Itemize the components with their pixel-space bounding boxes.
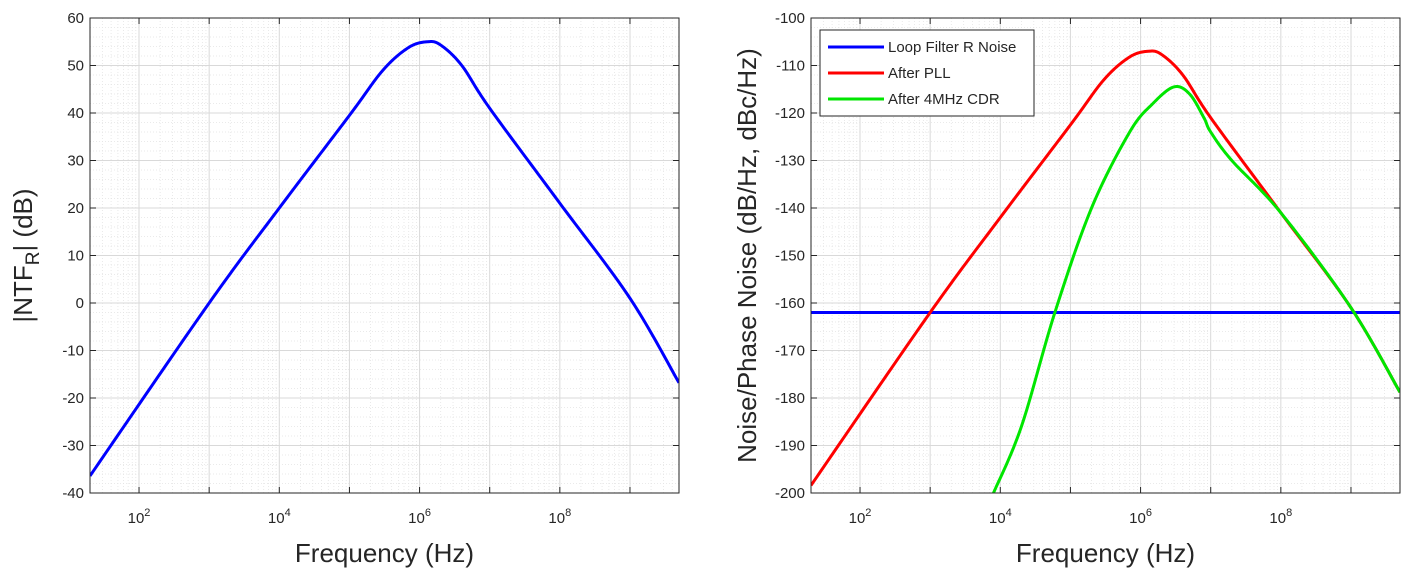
y-tick-label: -140 bbox=[775, 200, 805, 217]
y-tick-label: -40 bbox=[62, 485, 84, 502]
y-tick-labels: -40 -30 -20 -10 0 10 20 30 40 50 60 bbox=[62, 10, 84, 502]
x-tick-label-exponent: 8 bbox=[565, 507, 571, 519]
y-tick-label: 50 bbox=[67, 58, 84, 75]
y-tick-label: 20 bbox=[67, 200, 84, 217]
x-tick-label: 102 bbox=[128, 507, 151, 527]
y-tick-label: -190 bbox=[775, 438, 805, 455]
y-tick-label: 10 bbox=[67, 248, 84, 265]
x-tick-labels: 102 104 106 108 bbox=[128, 507, 572, 527]
x-tick-label-exponent: 4 bbox=[285, 507, 291, 519]
x-tick-label-base: 10 bbox=[548, 510, 565, 527]
x-tick-label-exponent: 4 bbox=[1006, 507, 1012, 519]
x-tick-label-exponent: 6 bbox=[425, 507, 431, 519]
y-axis-label: |NTFR| (dB) bbox=[8, 188, 44, 322]
x-tick-label-base: 10 bbox=[849, 510, 866, 527]
x-axis-label: Frequency (Hz) bbox=[1016, 538, 1195, 568]
y-tick-label: -20 bbox=[62, 390, 84, 407]
grid bbox=[90, 17, 679, 494]
x-tick-label: 106 bbox=[1129, 507, 1152, 527]
x-tick-label-exponent: 2 bbox=[144, 507, 150, 519]
y-axis-label-subscript: R bbox=[23, 252, 44, 266]
x-tick-label: 102 bbox=[849, 507, 872, 527]
noise-chart: 102 104 106 108 -200-190-180-170-160-150-14… bbox=[732, 10, 1401, 568]
y-axis-label-tail: | (dB) bbox=[8, 188, 38, 251]
legend-label-after-pll: After PLL bbox=[888, 65, 951, 82]
y-tick-label: -200 bbox=[775, 485, 805, 502]
y-tick-label: -100 bbox=[775, 10, 805, 27]
series-line-0 bbox=[90, 40, 679, 477]
x-axis-label: Frequency (Hz) bbox=[295, 538, 474, 568]
legend-label-after-cdr: After 4MHz CDR bbox=[888, 91, 1000, 108]
y-tick-label: -150 bbox=[775, 248, 805, 265]
y-tick-label: -160 bbox=[775, 295, 805, 312]
x-tick-label: 106 bbox=[408, 507, 431, 527]
x-tick-label-base: 10 bbox=[268, 510, 285, 527]
series-lines bbox=[811, 49, 1400, 493]
x-tick-label-base: 10 bbox=[1129, 510, 1146, 527]
series-lines bbox=[90, 40, 679, 477]
x-tick-label-exponent: 6 bbox=[1146, 507, 1152, 519]
legend: Loop Filter R Noise After PLL After 4MHz… bbox=[819, 29, 1035, 117]
x-tick-label-base: 10 bbox=[989, 510, 1006, 527]
series-line-2 bbox=[992, 85, 1400, 493]
x-tick-label-exponent: 2 bbox=[865, 507, 871, 519]
x-tick-label-base: 10 bbox=[1269, 510, 1286, 527]
x-tick-label: 108 bbox=[1269, 507, 1292, 527]
y-tick-label: -120 bbox=[775, 105, 805, 122]
ticks bbox=[90, 17, 679, 494]
y-tick-label: 30 bbox=[67, 153, 84, 170]
x-tick-label-base: 10 bbox=[128, 510, 145, 527]
ticks bbox=[811, 17, 1400, 494]
y-axis-label-main: |NTF bbox=[8, 265, 38, 322]
x-tick-label: 108 bbox=[548, 507, 571, 527]
y-axis-label: Noise/Phase Noise (dB/Hz, dBc/Hz) bbox=[732, 48, 762, 463]
y-tick-labels: -200 -190 -180 -170 -160 -150 -140 -130 -120 -110… bbox=[775, 10, 805, 502]
y-tick-label: -110 bbox=[776, 58, 805, 75]
y-tick-label: -10 bbox=[62, 343, 84, 360]
x-tick-labels: 102 104 106 108 bbox=[849, 507, 1293, 527]
x-tick-label: 104 bbox=[268, 507, 291, 527]
legend-label-loop-filter: Loop Filter R Noise bbox=[888, 39, 1016, 56]
y-tick-label: 60 bbox=[67, 10, 84, 27]
y-tick-label: -130 bbox=[775, 153, 805, 170]
x-tick-label: 104 bbox=[989, 507, 1012, 527]
x-tick-label-base: 10 bbox=[408, 510, 425, 527]
x-tick-label-exponent: 8 bbox=[1286, 507, 1292, 519]
y-tick-label: -170 bbox=[775, 343, 805, 360]
y-tick-label: -30 bbox=[62, 438, 84, 455]
y-tick-label: 40 bbox=[67, 105, 84, 122]
y-tick-label: 0 bbox=[76, 295, 84, 312]
y-tick-label: -180 bbox=[775, 390, 805, 407]
grid bbox=[811, 17, 1400, 494]
